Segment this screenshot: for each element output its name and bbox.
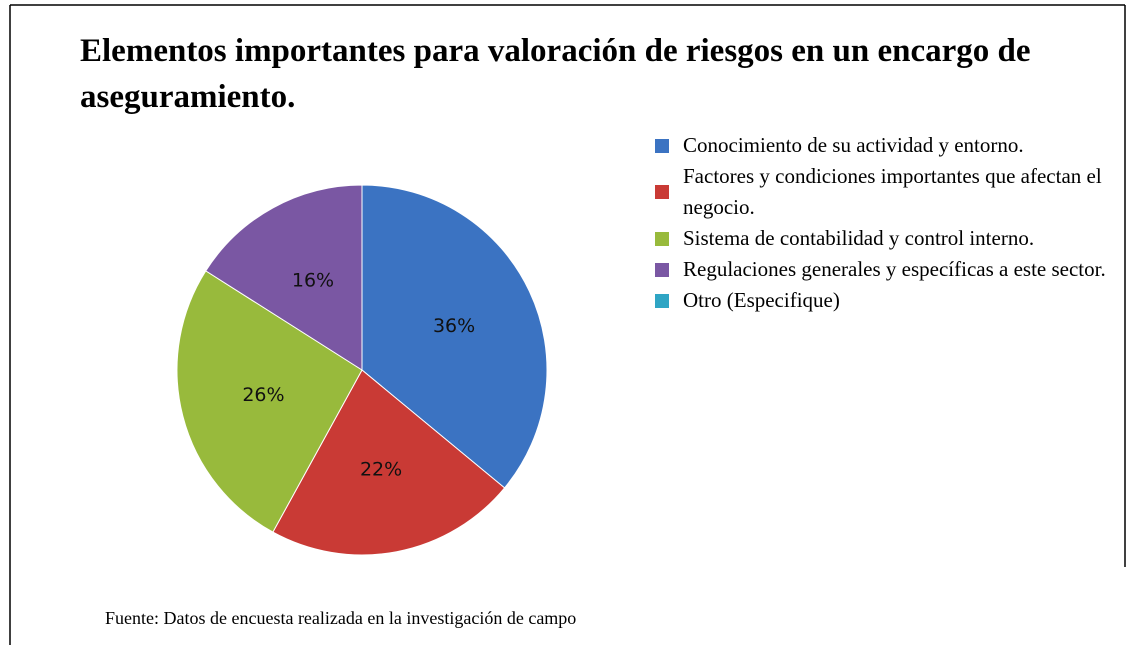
legend-label: Regulaciones generales y específicas a e…	[683, 257, 1106, 281]
source-note: Fuente: Datos de encuesta realizada en l…	[105, 608, 577, 628]
legend: Conocimiento de su actividad y entorno. F…	[655, 130, 1115, 316]
pie-slice	[272, 369, 506, 556]
legend-item: Factores y condiciones importantes que a…	[655, 161, 1115, 223]
legend-label: Sistema de contabilidad y control intern…	[683, 226, 1035, 250]
legend-swatch	[655, 138, 669, 153]
legend-swatch	[655, 293, 669, 308]
chart-title: Elementos importantes para valoración de…	[80, 33, 1031, 115]
pie-slice	[176, 270, 363, 533]
data-label: 26%	[242, 384, 284, 406]
legend-item: Sistema de contabilidad y control intern…	[655, 223, 1115, 254]
legend-swatch	[655, 262, 669, 277]
data-label: 36%	[433, 315, 475, 337]
data-label: 22%	[360, 458, 402, 480]
pie-slice	[361, 184, 548, 489]
pie-slice	[205, 184, 363, 371]
legend-item: Conocimiento de su actividad y entorno.	[655, 130, 1115, 161]
legend-label: Otro (Especifique)	[683, 288, 840, 312]
legend-item: Otro (Especifique)	[655, 285, 1115, 316]
legend-swatch	[655, 231, 669, 246]
legend-swatch	[655, 185, 669, 199]
pie: 36% 22% 26% 16%	[176, 184, 548, 556]
legend-label: Conocimiento de su actividad y entorno.	[683, 133, 1024, 157]
data-label: 16%	[292, 269, 334, 291]
legend-item: Regulaciones generales y específicas a e…	[655, 254, 1115, 285]
legend-label: Factores y condiciones importantes que a…	[683, 164, 1102, 219]
